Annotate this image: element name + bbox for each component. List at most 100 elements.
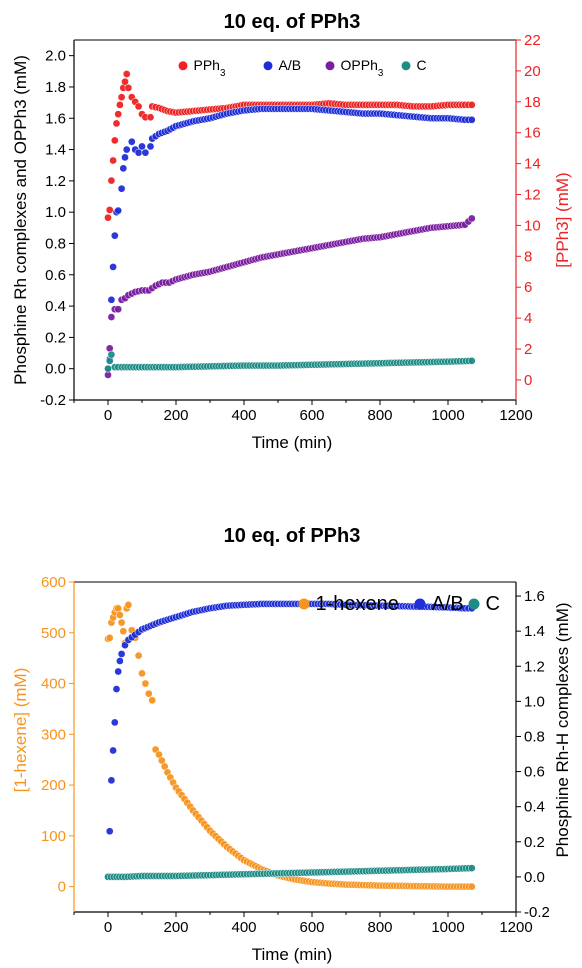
chart2-y2label: Phosphine Rh-H complexes (mM)	[553, 602, 572, 857]
chart1-ytick-right-label: 6	[524, 279, 532, 296]
chart1-legend-label: C	[417, 57, 427, 73]
chart1-ytick-right-label: 0	[524, 372, 532, 389]
chart2-ylabel: [1-hexene] (mM)	[11, 668, 30, 793]
chart2-xlabel: Time (min)	[252, 945, 333, 964]
chart2-ytick-right-label: 0.4	[524, 799, 545, 816]
chart1-point-ab	[114, 206, 123, 215]
chart2-legend-marker	[414, 598, 426, 610]
chart2-ytick-left-label: 0	[58, 879, 66, 896]
chart2-legend-marker	[468, 598, 480, 610]
chart1-point-pph3	[109, 156, 117, 165]
chart1-ytick-right-label: 4	[524, 310, 532, 327]
chart2-point-ab	[110, 718, 119, 727]
chart2-point-1hexene	[117, 618, 126, 627]
chart1-point-pph3	[104, 213, 112, 222]
chart1-point-ab	[141, 148, 150, 157]
chart1-point-ab	[138, 142, 146, 151]
chart2-point-1hexene	[116, 611, 124, 619]
chart1-xtick-label: 800	[367, 407, 392, 424]
chart2-legend-label: C	[486, 593, 500, 615]
chart2-point-c	[467, 864, 476, 872]
chart1-legend-marker	[401, 61, 411, 71]
chart1-point-pph3	[116, 101, 124, 109]
chart2-ytick-right-label: 1.4	[524, 623, 545, 640]
chart1-ytick-left-label: -0.2	[40, 392, 66, 409]
chart1-point-c	[467, 357, 476, 365]
chart2-legend-label: A/B	[432, 593, 464, 615]
chart1-ytick-right-label: 22	[524, 32, 541, 49]
chart1-legend-marker	[263, 61, 273, 71]
chart2-legend-label: 1-hexene	[316, 593, 399, 615]
chart2-xtick-label: 600	[299, 919, 324, 936]
chart1-xtick-label: 600	[299, 407, 324, 424]
chart1-xtick-label: 200	[163, 407, 188, 424]
chart1-point-ab	[107, 295, 116, 304]
chart2-point-1hexene	[119, 627, 128, 636]
chart1-xtick-label: 1000	[431, 407, 464, 424]
chart1-point-pph3	[107, 176, 116, 185]
chart1-xtick-label: 0	[104, 407, 112, 424]
chart1-point-ab	[109, 263, 117, 271]
chart2-point-1hexene	[144, 689, 153, 698]
chart1-ytick-left-label: 1.0	[45, 204, 66, 221]
chart1-point-c	[104, 364, 112, 373]
chart1-ytick-left-label: 0.6	[45, 267, 66, 284]
chart1-point-c	[107, 350, 116, 359]
chart1-point-ab	[121, 153, 129, 162]
chart2-ytick-right-label: 0.2	[524, 834, 545, 851]
chart1-ytick-left-label: 1.2	[45, 173, 66, 190]
chart1-point-pph3	[121, 77, 129, 86]
chart1-ytick-right-label: 16	[524, 125, 541, 142]
chart1-ytick-left-label: 0.0	[45, 361, 66, 378]
chart1-ytick-left-label: 1.8	[45, 79, 66, 96]
chart2-ytick-right-label: 1.0	[524, 693, 545, 710]
chart2-ytick-left-label: 100	[41, 828, 66, 845]
chart2-point-ab	[105, 827, 114, 836]
chart2-xtick-label: 200	[163, 919, 188, 936]
chart1-point-pph3	[124, 84, 133, 92]
chart1-legend-label: PPh3	[194, 57, 226, 79]
chart1-ytick-right-label: 14	[524, 156, 541, 173]
chart1-ytick-left-label: 2.0	[45, 48, 66, 65]
chart2-point-1hexene	[148, 696, 157, 705]
chart1-point-pph3	[146, 113, 155, 122]
chart1-ytick-left-label: 1.6	[45, 110, 66, 127]
chart1-point-opph3	[107, 313, 116, 321]
chart1-point-opph3	[467, 214, 476, 223]
chart1-ytick-right-label: 8	[524, 248, 532, 265]
chart1-point-opph3	[114, 305, 123, 314]
chart2-ytick-left-label: 500	[41, 625, 66, 642]
chart2-ytick-left-label: 400	[41, 676, 66, 693]
chart2-ytick-right-label: -0.2	[524, 904, 550, 921]
chart1-y2label: [PPh3] (mM)	[553, 172, 572, 267]
chart2-point-1hexene	[124, 600, 133, 609]
chart2-xtick-label: 0	[104, 919, 112, 936]
chart1-point-pph3	[110, 136, 119, 145]
chart1-ylabel: Phosphine Rh complexes and OPPh3 (mM)	[11, 55, 30, 385]
chart1-point-pph3	[112, 119, 121, 128]
chart1-point-pph3	[467, 101, 476, 109]
chart2-ytick-left-label: 200	[41, 777, 66, 794]
chart2-title: 10 eq. of PPh3	[224, 525, 361, 547]
chart-marks: 0 200 400 600 800 1000 1200-0.20.00.20.40.60.8…	[40, 32, 550, 936]
chart1-point-pph3	[114, 110, 123, 119]
chart2-legend-marker	[298, 598, 310, 610]
chart2-point-ab	[107, 776, 116, 785]
chart2-point-1hexene	[467, 882, 476, 891]
chart2-xtick-label: 800	[367, 919, 392, 936]
chart1-point-ab	[146, 142, 155, 151]
chart1-ytick-left-label: 0.4	[45, 298, 66, 315]
chart1-point-pph3	[122, 70, 131, 78]
chart1-point-pph3	[117, 93, 126, 102]
chart2-ytick-left-label: 600	[41, 574, 66, 591]
chart2-point-ab	[109, 746, 117, 755]
chart2-ytick-right-label: 1.6	[524, 588, 545, 605]
chart1-legend-label: A/B	[279, 57, 302, 73]
chart2-ytick-left-label: 300	[41, 726, 66, 743]
chart1-legend-marker	[325, 61, 335, 71]
chart2-point-1hexene	[138, 669, 146, 678]
chart2-point-1hexene	[141, 679, 150, 688]
chart1-point-ab	[117, 184, 126, 193]
